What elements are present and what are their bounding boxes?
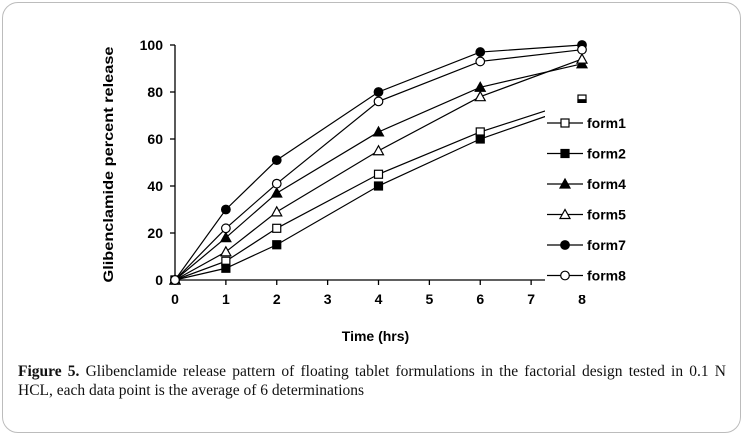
series-line-form5: [174, 58, 583, 281]
data-point-form7: [373, 87, 384, 97]
data-point-form5: [372, 144, 385, 156]
data-point-form8: [373, 96, 384, 107]
x-tick-label: 6: [476, 291, 484, 307]
data-point-form4: [270, 186, 283, 198]
data-point-form5: [474, 90, 487, 102]
y-tick-label: 100: [140, 37, 164, 53]
x-ticks: 0 1 2 3 4 5 6 7 8: [171, 280, 586, 307]
y-ticks: 0 20 40 60 80 100: [140, 37, 175, 288]
data-point-form7: [475, 47, 486, 57]
legend-marker-form4: [558, 177, 572, 189]
data-point-form2: [221, 263, 231, 273]
data-point-form4: [372, 125, 385, 137]
series-line-form2: [174, 115, 545, 281]
series-markers: [168, 40, 589, 285]
legend-label-form4: form4: [587, 176, 626, 192]
y-tick-label: 0: [155, 272, 163, 288]
y-tick-label: 80: [147, 84, 163, 100]
data-point-form8: [170, 275, 180, 285]
y-tick-label: 60: [147, 131, 163, 147]
data-point-form2: [272, 240, 282, 250]
caption-text: Glibenclamide release pattern of floatin…: [18, 363, 727, 399]
legend-marker-form8: [560, 270, 570, 281]
y-tick-label: 40: [147, 178, 163, 194]
legend-marker-form5: [558, 208, 572, 220]
legend-marker-form2: [560, 148, 570, 159]
series-line-form1: [174, 110, 545, 281]
legend: form1 form2 form4 form5 form7 form8: [545, 103, 655, 295]
y-tick-label: 20: [147, 225, 163, 241]
legend-marker-form7: [560, 240, 570, 250]
x-tick-label: 3: [324, 291, 332, 307]
legend-label-form5: form5: [587, 207, 626, 223]
data-point-form1: [272, 223, 282, 233]
x-tick-label: 1: [222, 291, 230, 307]
data-point-form5: [219, 245, 232, 257]
plot-area: 0 20 40 60 80 100 0 1 2 3 4 5 6 7 8: [140, 37, 589, 307]
caption-label: Figure 5.: [18, 363, 80, 380]
legend-label-form2: form2: [587, 146, 626, 162]
data-point-form8: [577, 44, 587, 55]
x-axis-label: Time (hrs): [342, 328, 409, 344]
data-point-form7: [220, 204, 231, 215]
x-tick-label: 4: [375, 291, 383, 307]
legend-marker-form1: [560, 118, 570, 128]
data-point-form8: [475, 56, 486, 67]
data-point-form1: [373, 169, 384, 179]
legend-label-form7: form7: [587, 237, 626, 253]
data-point-form2: [475, 134, 485, 144]
data-point-form8: [271, 178, 282, 189]
x-tick-label: 5: [425, 291, 433, 307]
data-point-form5: [270, 205, 283, 217]
series-line-form7: [174, 44, 583, 281]
y-axis-label: Glibenclamide percent release: [100, 46, 116, 282]
figure-caption: Figure 5. Glibenclamide release pattern …: [18, 362, 726, 400]
data-point-form5: [575, 52, 589, 64]
x-tick-label: 2: [273, 291, 281, 307]
legend-label-form1: form1: [587, 115, 626, 131]
x-tick-label: 0: [171, 291, 179, 307]
data-point-form2: [373, 181, 384, 191]
x-tick-label: 8: [578, 291, 586, 307]
data-point-form7: [271, 155, 282, 166]
data-point-form8: [220, 223, 231, 234]
legend-box: [545, 103, 655, 295]
x-tick-label: 7: [527, 291, 535, 307]
series-line-form4: [174, 63, 583, 281]
series-lines: [174, 44, 583, 281]
data-point-form4: [219, 231, 232, 243]
series-line-form8: [174, 49, 583, 281]
legend-label-form8: form8: [587, 268, 626, 284]
